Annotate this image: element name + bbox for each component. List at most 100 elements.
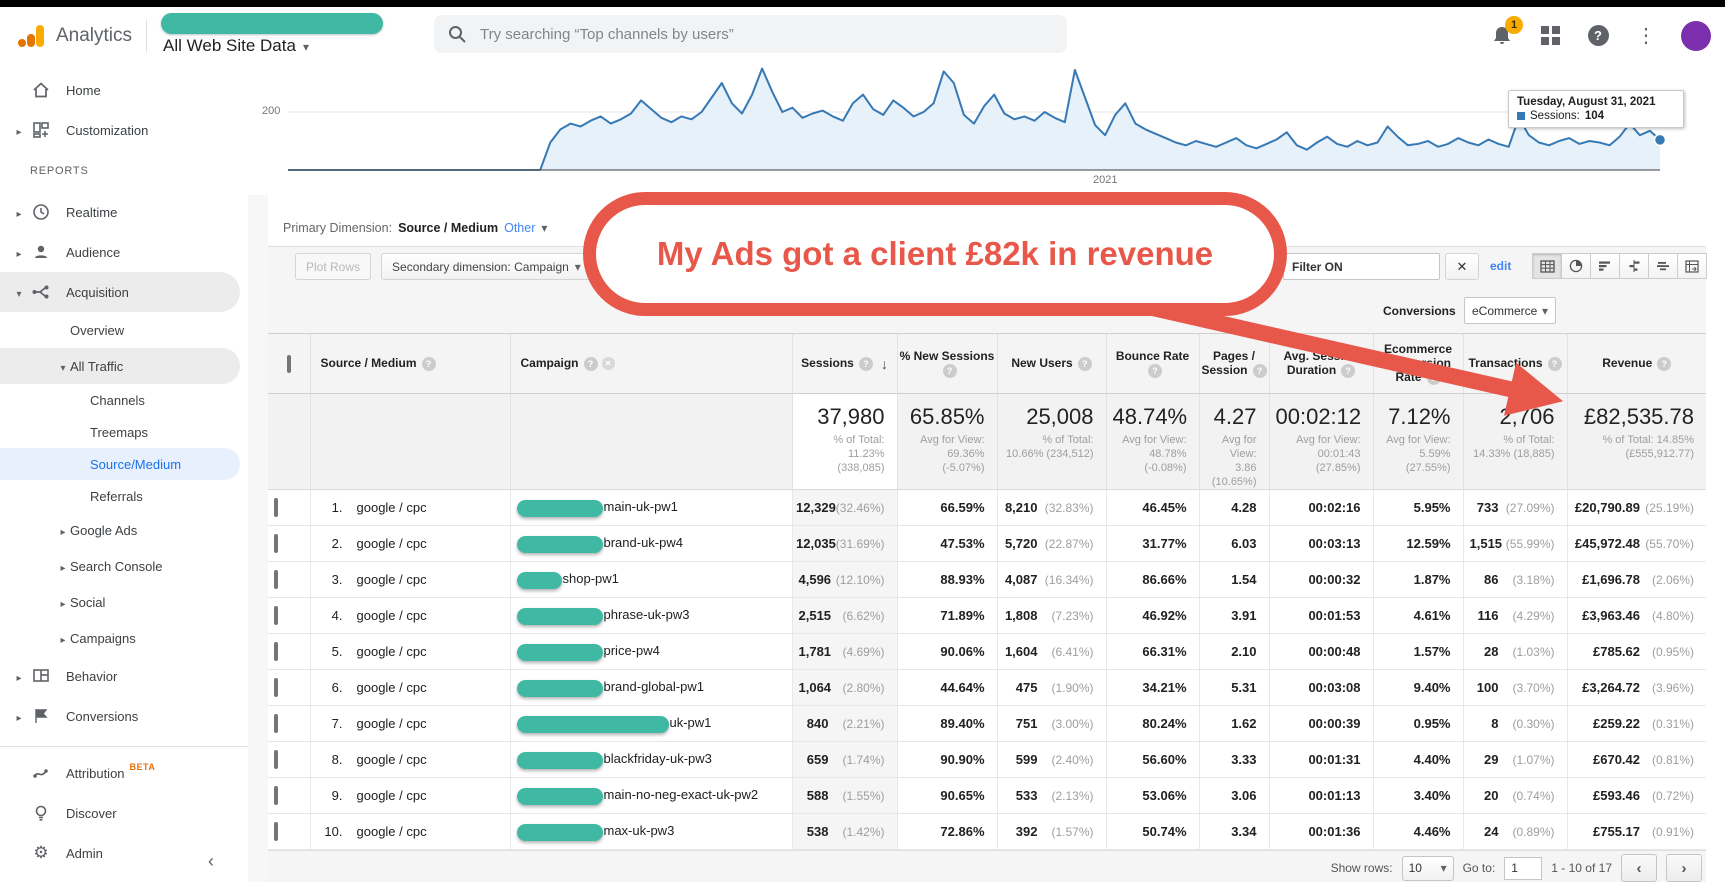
sidebar-item-customization[interactable]: Customization <box>0 110 248 150</box>
edit-filter-link[interactable]: edit <box>1490 259 1512 273</box>
row-checkbox[interactable] <box>274 642 278 661</box>
sidebar-item-social[interactable]: Social <box>0 584 248 620</box>
conversions-dropdown[interactable]: eCommerce <box>1464 297 1556 324</box>
secondary-dimension-dropdown[interactable]: Secondary dimension: Campaign <box>381 253 592 280</box>
other-dimension-button[interactable]: Other <box>504 221 536 235</box>
sidebar-item-conversions[interactable]: Conversions <box>0 696 248 736</box>
table-row[interactable]: 5. google / cpc price-pw4 1,781 (4.69%) 90… <box>268 633 1706 670</box>
row-checkbox[interactable] <box>274 786 278 805</box>
sidebar-item-discover[interactable]: Discover <box>0 793 248 833</box>
col-source-medium[interactable]: Source / Medium <box>309 333 510 394</box>
acquisition-icon <box>30 281 52 303</box>
sidebar-item-source-medium[interactable]: Source/Medium <box>0 448 240 480</box>
overflow-menu-button[interactable] <box>1633 23 1659 49</box>
row-checkbox[interactable] <box>274 606 278 625</box>
table-row[interactable]: 8. google / cpc blackfriday-uk-pw3 659 (1.… <box>268 741 1706 778</box>
help-bubble-icon[interactable] <box>942 363 957 378</box>
revenue-cell: £755.17 (0.91%) <box>1566 813 1706 850</box>
table-row[interactable]: 1. google / cpc main-uk-pw1 12,329 (32.46%… <box>268 489 1706 526</box>
sessions-cell: 4,596 (12.10%) <box>791 561 897 598</box>
sidebar-item-acquisition[interactable]: Acquisition <box>0 272 240 312</box>
col-transactions[interactable]: Transactions <box>1462 333 1567 394</box>
col-avg-duration[interactable]: Avg. Session Duration <box>1268 333 1373 394</box>
avg-duration-cell: 00:01:31 <box>1268 741 1373 778</box>
pivot-view-button[interactable] <box>1677 253 1707 279</box>
rows-per-page-select[interactable]: 10 <box>1401 855 1454 881</box>
help-bubble-icon[interactable] <box>421 356 436 371</box>
help-bubble-icon[interactable] <box>1148 363 1162 378</box>
user-avatar[interactable] <box>1681 20 1711 51</box>
sidebar-item-realtime[interactable]: Realtime <box>0 192 248 232</box>
sidebar-item-channels[interactable]: Channels <box>90 392 145 408</box>
help-bubble-icon[interactable] <box>858 356 873 371</box>
property-selector[interactable]: All Web Site Data <box>159 10 409 62</box>
help-bubble-icon[interactable] <box>1077 356 1092 371</box>
sidebar-item-treemaps[interactable]: Treemaps <box>90 424 149 440</box>
sidebar-item-home[interactable]: Home <box>0 70 248 110</box>
table-view-button[interactable] <box>1532 253 1562 279</box>
help-button[interactable] <box>1585 23 1611 49</box>
help-bubble-icon[interactable] <box>1252 363 1267 378</box>
sidebar-collapse-button[interactable] <box>208 851 214 872</box>
chart-tooltip: Tuesday, August 31, 2021 Sessions: 104 <box>1508 90 1684 128</box>
table-row[interactable]: 10. google / cpc max-uk-pw3 538 (1.42%) 72… <box>268 813 1706 850</box>
col-sessions[interactable]: Sessions <box>791 333 897 394</box>
sidebar-item-search-console[interactable]: Search Console <box>0 548 248 584</box>
notifications-button[interactable]: 1 <box>1489 15 1523 49</box>
table-row[interactable]: 2. google / cpc brand-uk-pw4 12,035 (31.69… <box>268 525 1706 562</box>
goto-page-input[interactable] <box>1504 856 1543 880</box>
row-checkbox[interactable] <box>274 498 278 517</box>
table-row[interactable]: 3. google / cpc shop-pw1 4,596 (12.10%) 88… <box>268 561 1706 598</box>
app-title: Analytics <box>56 24 133 46</box>
app-header: Analytics All Web Site Data 1 <box>0 7 1725 65</box>
term-cloud-view-button[interactable] <box>1648 253 1678 279</box>
remove-secondary-dimension-icon[interactable] <box>601 357 615 371</box>
performance-view-button[interactable] <box>1590 253 1620 279</box>
apps-grid-button[interactable] <box>1537 23 1563 49</box>
prev-page-button[interactable] <box>1621 854 1657 882</box>
col-revenue[interactable]: Revenue <box>1566 333 1706 394</box>
primary-dimension-value[interactable]: Source / Medium <box>398 221 499 235</box>
row-checkbox[interactable] <box>274 750 278 769</box>
search-bar[interactable] <box>434 15 1067 53</box>
sidebar-item-all-traffic[interactable]: All Traffic <box>0 348 240 384</box>
table-row[interactable]: 4. google / cpc phrase-uk-pw3 2,515 (6.62%… <box>268 597 1706 634</box>
row-checkbox[interactable] <box>274 678 278 697</box>
sidebar-item-google-ads[interactable]: Google Ads <box>0 512 248 548</box>
sidebar-item-attribution[interactable]: Attribution BETA <box>0 753 248 793</box>
clear-filter-button[interactable] <box>1445 253 1479 280</box>
select-all-checkbox[interactable] <box>286 354 291 373</box>
col-bounce-rate[interactable]: Bounce Rate <box>1105 333 1199 394</box>
table-row[interactable]: 7. google / cpc uk-pw1 840 (2.21%) 89.40% … <box>268 705 1706 742</box>
help-bubble-icon[interactable] <box>1341 363 1356 378</box>
table-row[interactable]: 6. google / cpc brand-global-pw1 1,064 (2.… <box>268 669 1706 706</box>
row-checkbox[interactable] <box>274 714 278 733</box>
table-row[interactable]: 9. google / cpc main-no-neg-exact-uk-pw2 … <box>268 777 1706 814</box>
help-bubble-icon[interactable] <box>1547 356 1562 371</box>
row-checkbox[interactable] <box>274 534 278 553</box>
sidebar-item-behavior[interactable]: Behavior <box>0 656 248 696</box>
col-new-users[interactable]: New Users <box>996 333 1106 394</box>
help-bubble-icon[interactable] <box>1426 370 1441 385</box>
col-new-sessions[interactable]: % New Sessions <box>896 333 997 394</box>
col-campaign[interactable]: Campaign <box>509 333 792 394</box>
col-ecommerce-rate[interactable]: Ecommerce Conversion Rate <box>1372 333 1463 394</box>
percentage-view-button[interactable] <box>1561 253 1591 279</box>
sessions-line-chart[interactable] <box>248 64 1725 195</box>
plot-rows-button[interactable]: Plot Rows <box>295 253 372 280</box>
help-bubble-icon[interactable] <box>1657 356 1672 371</box>
pages-session-cell: 1.54 <box>1198 561 1269 598</box>
next-page-button[interactable] <box>1666 854 1702 882</box>
row-checkbox[interactable] <box>274 570 278 589</box>
sidebar-item-referrals[interactable]: Referrals <box>90 488 143 504</box>
sidebar-item-admin[interactable]: Admin <box>0 833 248 873</box>
search-input[interactable] <box>478 24 1022 44</box>
sidebar-item-audience[interactable]: Audience <box>0 232 248 272</box>
help-bubble-icon[interactable] <box>583 356 598 371</box>
sidebar-item-campaigns[interactable]: Campaigns <box>0 620 248 656</box>
sidebar-item-overview[interactable]: Overview <box>70 322 125 338</box>
col-pages-session[interactable]: Pages / Session <box>1198 333 1269 394</box>
row-checkbox[interactable] <box>274 822 278 841</box>
advanced-filter-input[interactable] <box>1283 253 1440 280</box>
comparison-view-button[interactable] <box>1619 253 1649 279</box>
